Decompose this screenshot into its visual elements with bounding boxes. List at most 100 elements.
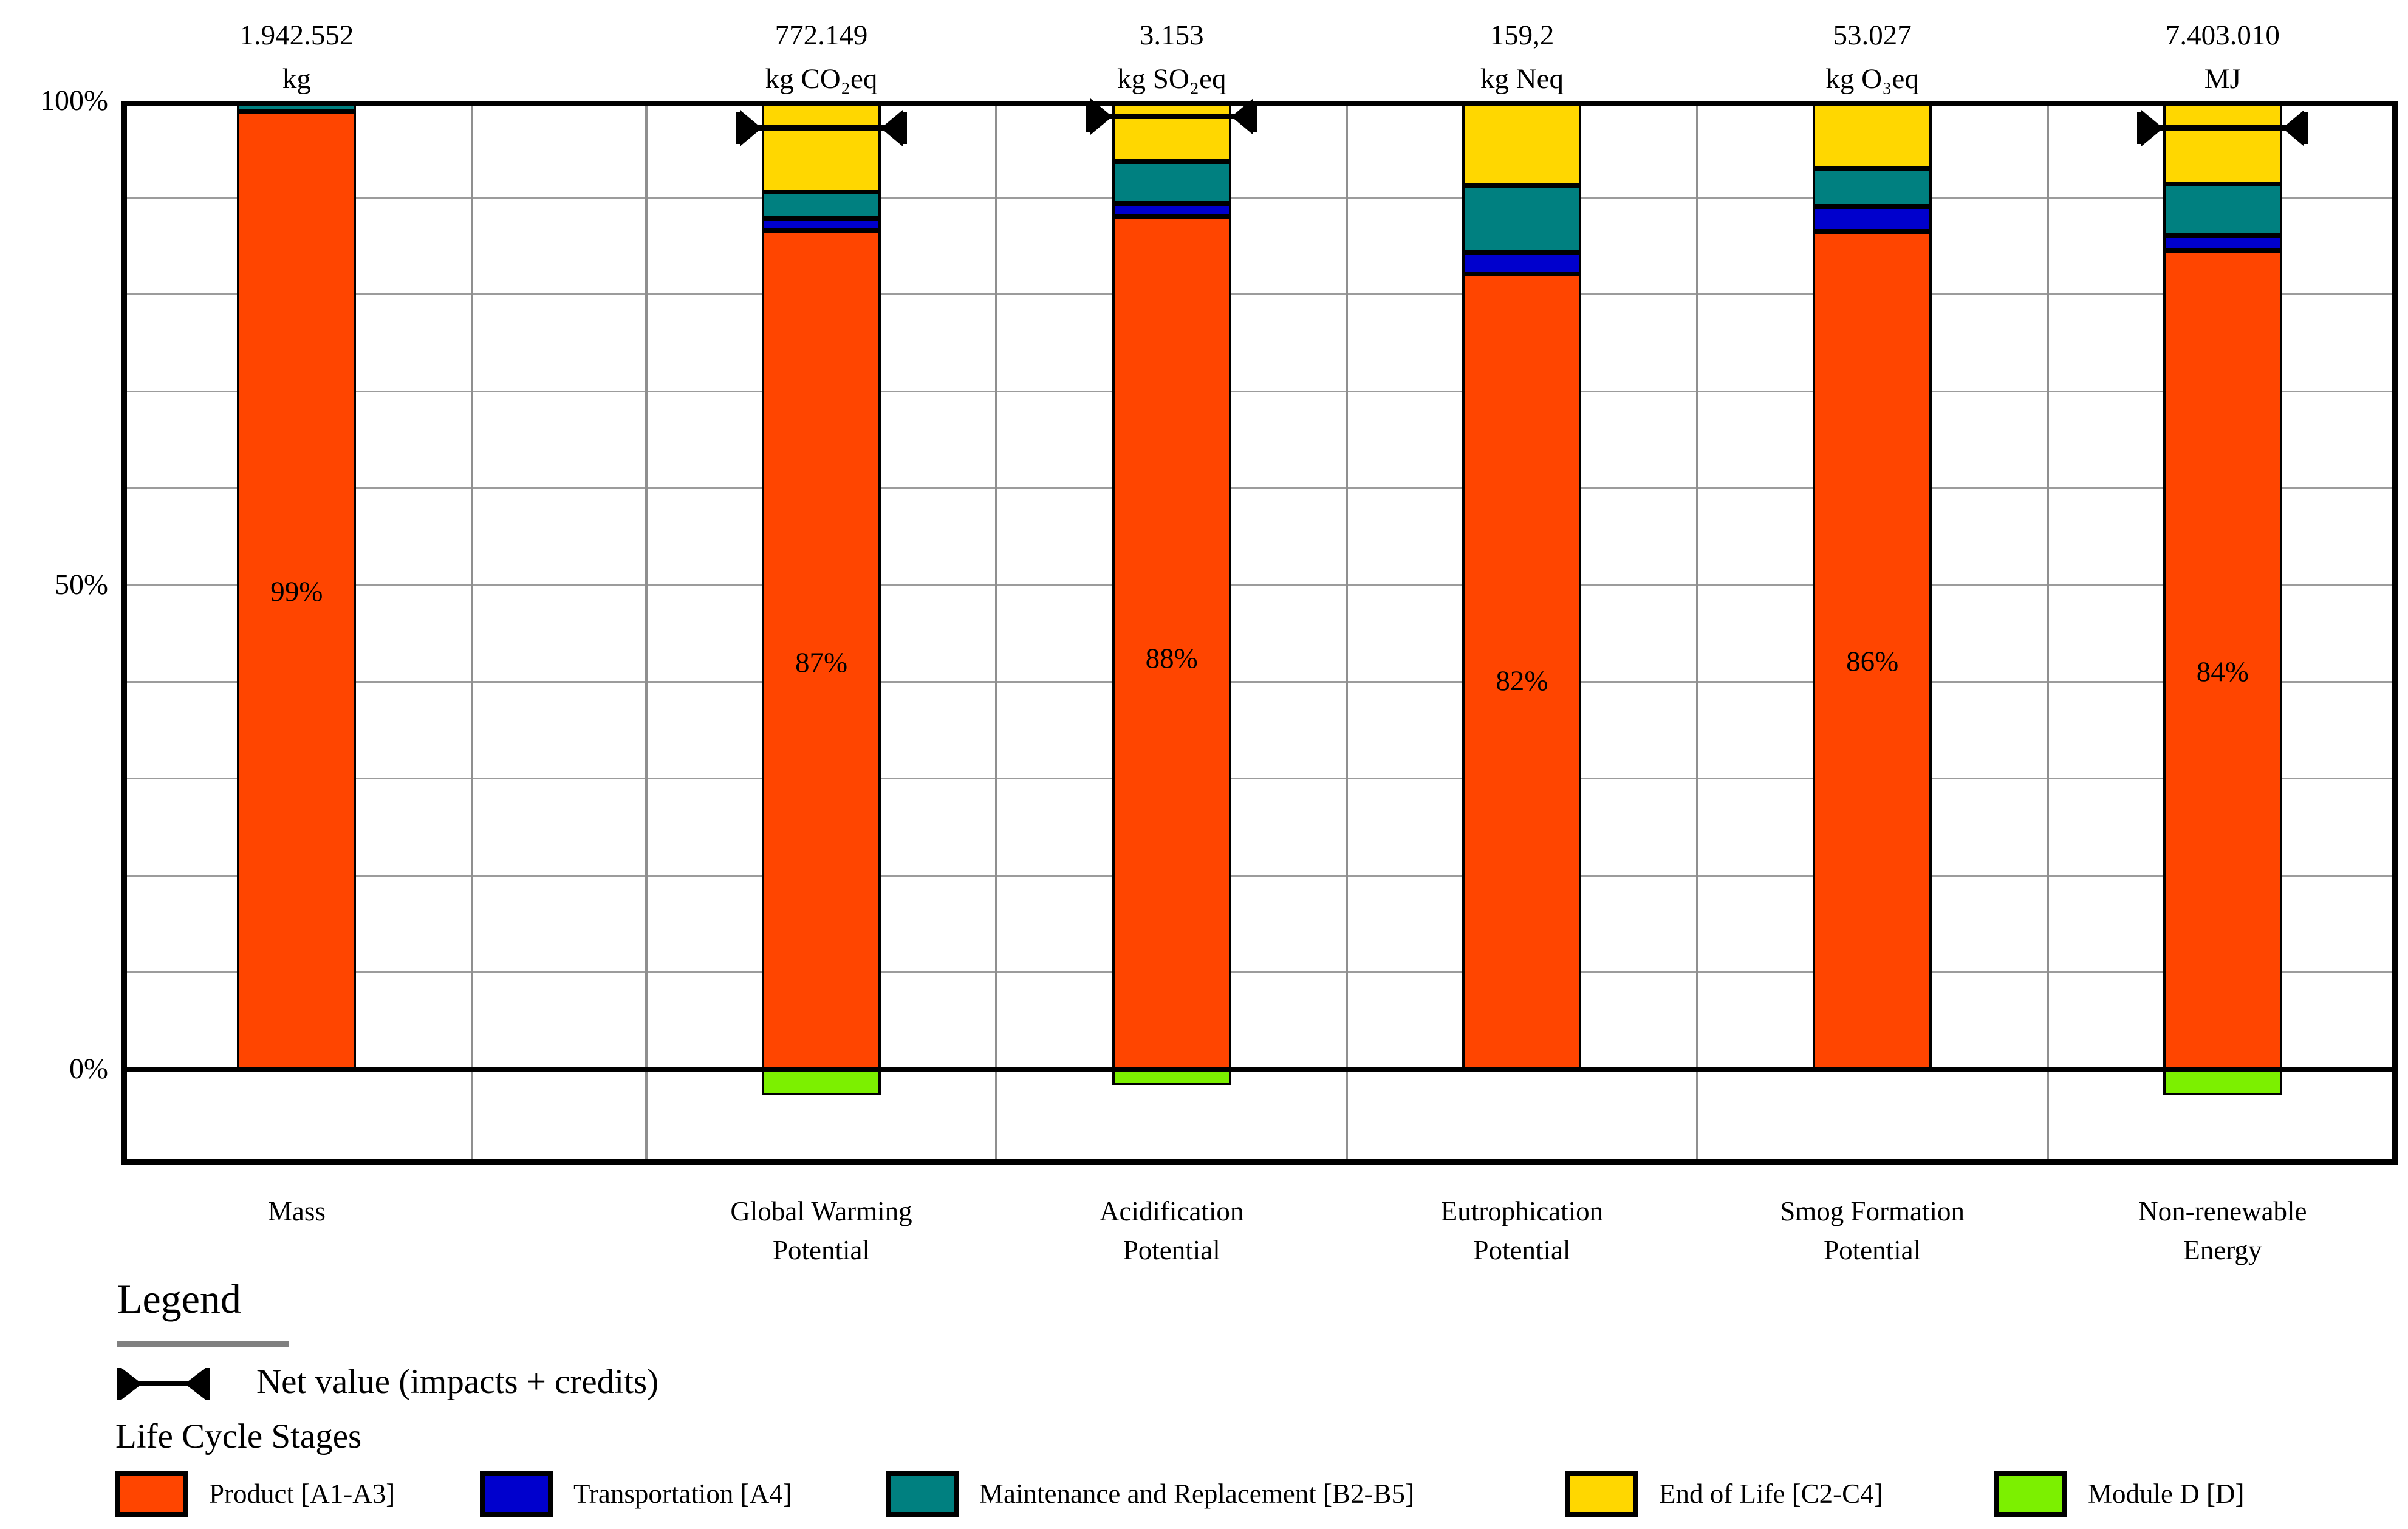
maintenance-segment (1813, 168, 1932, 207)
bar-percent-label: 84% (2196, 656, 2249, 688)
category-label: Global Warming Potential (646, 1192, 997, 1270)
maintenance-segment (1462, 185, 1582, 253)
gridline (121, 680, 2398, 683)
category-label-line: Non-renewable (2138, 1196, 2307, 1226)
product-swatch (115, 1471, 188, 1517)
transportation-segment (1112, 203, 1231, 217)
maintenance-segment (1112, 162, 1231, 204)
bar-percent-label: 82% (1496, 665, 1548, 697)
bar-total-unit: kg SO₂eq (1117, 63, 1226, 95)
product-segment (1813, 231, 1932, 1069)
transportation-segment (2163, 235, 2282, 251)
net-marker-right-triangle (881, 109, 903, 146)
legend-item-label: Module D [D] (2088, 1479, 2245, 1509)
end-of-life-segment (1462, 101, 1582, 185)
zero-axis-line (121, 1066, 2398, 1072)
legend-item-transportation: Transportation [A4] (480, 1471, 792, 1517)
bar-total-unit: kg O₃eq (1825, 63, 1919, 95)
transportation-swatch (480, 1471, 553, 1517)
column-separator (2046, 101, 2049, 1165)
gridline (121, 390, 2398, 392)
bar-total-amount: 7.403.010 (2165, 19, 2280, 51)
end-of-life-swatch (1565, 1471, 1638, 1517)
bar-total-amount: 159,2 (1490, 19, 1555, 51)
maintenance-segment (2163, 184, 2282, 236)
bar-total-label: 53.027 kg O₃eq (1697, 13, 2048, 101)
y-axis-tick-label: 100% (40, 84, 108, 117)
category-label: Non-renewable Energy (2048, 1192, 2398, 1270)
module-d-segment (762, 1069, 881, 1096)
gridline (121, 196, 2398, 199)
plot-area: 99% 87% 88% 82% 86% 84% (121, 98, 2398, 1165)
legend-item-product: Product [A1-A3] (115, 1471, 395, 1517)
gridline (121, 971, 2398, 974)
net-marker-left-cap (736, 112, 741, 144)
category-label-line: Acidification (1100, 1196, 1244, 1226)
category-label-line: Energy (2183, 1235, 2262, 1265)
module-d-segment (2163, 1069, 2282, 1096)
bar-total-unit: MJ (2204, 63, 2241, 95)
net-icon-right-cap (205, 1368, 210, 1400)
net-marker-right-cap (903, 112, 908, 144)
category-label-line: Potential (1123, 1235, 1220, 1265)
transportation-segment (1813, 206, 1932, 232)
column-separator (645, 101, 648, 1165)
end-of-life-segment (2163, 101, 2282, 185)
bar-total-label: 3.153 kg SO₂eq (996, 13, 1347, 101)
category-label: Mass (121, 1192, 472, 1231)
bar-percent-label: 88% (1145, 643, 1198, 675)
column-separator (1346, 101, 1349, 1165)
bar-percent-label: 87% (795, 646, 848, 679)
module-d-swatch (1994, 1471, 2067, 1517)
bar-total-amount: 772.149 (775, 19, 868, 51)
maintenance-swatch (886, 1471, 959, 1517)
legend-item-label: Product [A1-A3] (209, 1479, 395, 1509)
life-cycle-stages-title: Life Cycle Stages (115, 1417, 362, 1455)
bar-total-unit: kg Neq (1480, 63, 1564, 95)
bar-total-label: 159,2 kg Neq (1347, 13, 1697, 101)
category-label-line: Mass (267, 1196, 326, 1226)
end-of-life-segment (1813, 101, 1932, 169)
gridline (121, 293, 2398, 296)
category-label: Eutrophication Potential (1347, 1192, 1697, 1270)
category-label-line: Eutrophication (1440, 1196, 1604, 1226)
net-value-marker (2136, 109, 2308, 148)
end-of-life-segment (1112, 101, 1231, 162)
net-value-label: Net value (impacts + credits) (256, 1363, 659, 1401)
gridline (121, 874, 2398, 877)
net-marker-right-triangle (2282, 109, 2304, 146)
gridline (121, 487, 2398, 490)
bar-total-amount: 3.153 (1139, 19, 1204, 51)
bar-total-amount: 1.942.552 (239, 19, 354, 51)
net-marker-right-cap (1253, 100, 1257, 132)
category-label-line: Global Warming (730, 1196, 912, 1226)
net-marker-left-cap (2136, 112, 2141, 144)
bar-total-label: 772.149 kg CO₂eq (646, 13, 997, 101)
y-axis-tick-label: 0% (69, 1053, 108, 1085)
plot-frame-right (2392, 101, 2398, 1165)
category-label-line: Potential (1473, 1235, 1571, 1265)
gridline (121, 584, 2398, 586)
product-segment (1462, 274, 1582, 1069)
bar-total-label: 1.942.552 kg (121, 13, 472, 101)
category-label-line: Smog Formation (1780, 1196, 1965, 1226)
plot-frame-top (121, 101, 2398, 106)
legend-item-end-of-life: End of Life [C2-C4] (1565, 1471, 1883, 1517)
transportation-segment (1462, 253, 1582, 275)
net-marker-left-cap (1086, 100, 1090, 132)
column-separator (995, 101, 998, 1165)
legend-title-underline (117, 1341, 289, 1347)
bar-total-unit: kg CO₂eq (765, 63, 878, 95)
legend-item-label: Maintenance and Replacement [B2-B5] (979, 1479, 1414, 1509)
category-label-line: Potential (1824, 1235, 1921, 1265)
column-separator (1695, 101, 1698, 1165)
bar-total-amount: 53.027 (1833, 19, 1912, 51)
net-icon-right-triangle (185, 1368, 205, 1400)
product-segment (237, 111, 357, 1069)
y-axis-tick-label: 50% (55, 569, 108, 601)
category-label: Smog Formation Potential (1697, 1192, 2048, 1270)
legend-title: Legend (117, 1276, 241, 1322)
net-marker-left-triangle (740, 109, 762, 146)
bar-total-unit: kg (282, 63, 311, 95)
